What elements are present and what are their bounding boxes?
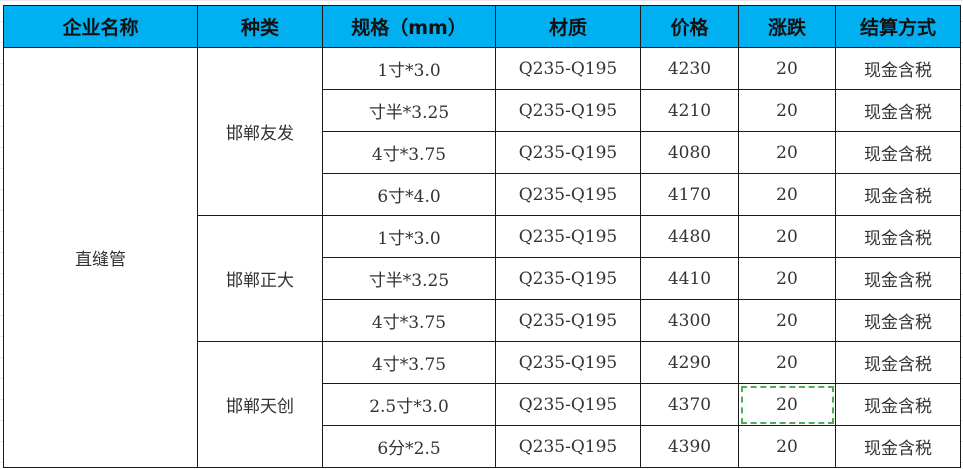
header-company[interactable]: 企业名称	[3, 5, 198, 48]
price-table: 企业名称 种类 规格（mm） 材质 价格 涨跌 结算方式 直缝管 邯郸友发 1寸*3…	[3, 5, 961, 468]
settlement-cell[interactable]: 现金含税	[835, 299, 961, 342]
settlement-cell[interactable]: 现金含税	[835, 173, 961, 216]
settlement-cell[interactable]: 现金含税	[835, 425, 961, 468]
table-row: 4寸*3.75 Q235-Q195 4080 20 现金含税	[4, 131, 961, 174]
price-cell[interactable]: 4410	[640, 257, 739, 300]
material-cell[interactable]: Q235-Q195	[495, 47, 641, 90]
settlement-cell[interactable]: 现金含税	[835, 47, 961, 90]
settlement-cell[interactable]: 现金含税	[835, 89, 961, 132]
header-type[interactable]: 种类	[197, 5, 323, 48]
material-cell[interactable]: Q235-Q195	[495, 257, 641, 300]
spec-cell[interactable]: 4寸*3.75	[322, 131, 496, 174]
settlement-cell[interactable]: 现金含税	[835, 383, 961, 426]
change-cell[interactable]: 20	[738, 215, 836, 258]
material-cell[interactable]: Q235-Q195	[495, 215, 641, 258]
header-spec[interactable]: 规格（mm）	[322, 5, 496, 48]
price-cell[interactable]: 4290	[640, 341, 739, 384]
spec-cell[interactable]: 4寸*3.75	[322, 299, 496, 342]
change-cell[interactable]: 20	[738, 299, 836, 342]
price-cell[interactable]: 4230	[640, 47, 739, 90]
price-cell[interactable]: 4170	[640, 173, 739, 216]
spec-cell[interactable]: 1寸*3.0	[322, 47, 496, 90]
material-cell[interactable]: Q235-Q195	[495, 131, 641, 174]
table-row: 邯郸正大 1寸*3.0 Q235-Q195 4480 20 现金含税	[4, 215, 961, 342]
settlement-cell[interactable]: 现金含税	[835, 215, 961, 258]
header-price[interactable]: 价格	[640, 5, 739, 48]
price-cell[interactable]: 4390	[640, 425, 739, 468]
spec-cell[interactable]: 6寸*4.0	[322, 173, 496, 216]
spec-cell[interactable]: 2.5寸*3.0	[322, 383, 496, 426]
change-cell[interactable]: 20	[738, 173, 836, 216]
change-cell[interactable]: 20	[738, 383, 836, 426]
header-material[interactable]: 材质	[495, 5, 641, 48]
header-settlement[interactable]: 结算方式	[835, 5, 961, 48]
material-cell[interactable]: Q235-Q195	[495, 425, 641, 468]
settlement-cell[interactable]: 现金含税	[835, 341, 961, 384]
material-cell[interactable]: Q235-Q195	[495, 383, 641, 426]
price-cell[interactable]: 4080	[640, 131, 739, 174]
change-cell[interactable]: 20	[738, 131, 836, 174]
material-cell[interactable]: Q235-Q195	[495, 299, 641, 342]
material-cell[interactable]: Q235-Q195	[495, 341, 641, 384]
spec-cell[interactable]: 寸半*3.25	[322, 257, 496, 300]
price-cell[interactable]: 4210	[640, 89, 739, 132]
spec-cell[interactable]: 1寸*3.0	[322, 215, 496, 258]
type-cell[interactable]: 邯郸天创	[197, 341, 323, 468]
price-cell[interactable]: 4300	[640, 299, 739, 342]
spec-cell[interactable]: 4寸*3.75	[322, 341, 496, 384]
table-row: 6分*2.5 Q235-Q195 4390 20 现金含税	[4, 425, 961, 468]
table-row: 寸半*3.25 Q235-Q195 4410 20 现金含税	[4, 257, 961, 300]
header-change[interactable]: 涨跌	[738, 5, 836, 48]
table-row: 直缝管 邯郸友发 1寸*3.0 Q235-Q195 4230 20 现金含税	[3, 47, 961, 468]
price-cell[interactable]: 4370	[640, 383, 739, 426]
table-row: 2.5寸*3.0 Q235-Q195 4370 20 现金含税	[4, 383, 961, 426]
settlement-cell[interactable]: 现金含税	[835, 131, 961, 174]
change-cell[interactable]: 20	[738, 425, 836, 468]
type-cell[interactable]: 邯郸正大	[197, 215, 323, 342]
change-cell[interactable]: 20	[738, 257, 836, 300]
settlement-cell[interactable]: 现金含税	[835, 257, 961, 300]
material-cell[interactable]: Q235-Q195	[495, 173, 641, 216]
spec-cell[interactable]: 寸半*3.25	[322, 89, 496, 132]
company-cell[interactable]: 直缝管	[3, 47, 198, 468]
header-row: 企业名称 种类 规格（mm） 材质 价格 涨跌 结算方式	[3, 5, 961, 48]
table-row: 邯郸天创 4寸*3.75 Q235-Q195 4290 20 现金含税	[4, 341, 961, 468]
type-cell[interactable]: 邯郸友发	[197, 47, 323, 216]
table-row: 6寸*4.0 Q235-Q195 4170 20 现金含税	[4, 173, 961, 216]
change-cell[interactable]: 20	[738, 47, 836, 90]
material-cell[interactable]: Q235-Q195	[495, 89, 641, 132]
change-cell[interactable]: 20	[738, 341, 836, 384]
spec-cell[interactable]: 6分*2.5	[322, 425, 496, 468]
table-row: 寸半*3.25 Q235-Q195 4210 20 现金含税	[4, 89, 961, 132]
price-cell[interactable]: 4480	[640, 215, 739, 258]
change-cell[interactable]: 20	[738, 89, 836, 132]
